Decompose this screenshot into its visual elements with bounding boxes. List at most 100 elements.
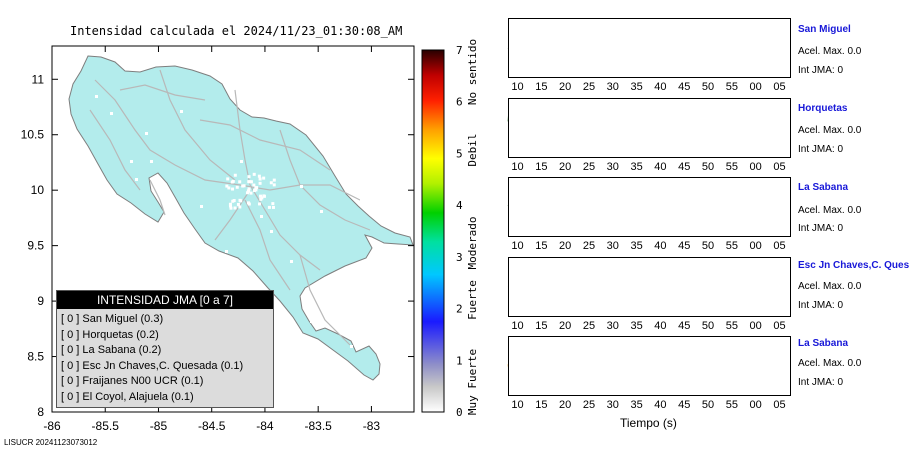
time-tick-label: 05: [773, 399, 785, 411]
colorbar-labels: No sentido Debil Moderado Fuerte Muy Fuerte: [466, 39, 479, 415]
road: [199, 119, 331, 171]
waveform-panel-1: [508, 18, 791, 78]
city-marker: [226, 177, 230, 181]
city-marker: [228, 204, 232, 208]
city-marker: [290, 260, 293, 263]
time-tick-label: 30: [607, 320, 619, 332]
time-tick-label: 20: [559, 320, 571, 332]
map-x-tick-label: -85.5: [92, 419, 120, 433]
time-tick-label: 20: [559, 399, 571, 411]
city-marker: [95, 95, 98, 98]
time-tick-label: 35: [630, 81, 642, 93]
map-y-tick-label: 10.5: [21, 128, 45, 142]
city-marker: [247, 187, 251, 191]
waveform-panel-4: [508, 257, 791, 317]
time-tick-label: 35: [630, 399, 642, 411]
road: [159, 69, 236, 181]
city-marker: [262, 194, 266, 198]
city-marker: [269, 181, 273, 185]
time-tick-label: 25: [583, 240, 595, 252]
city-marker: [246, 189, 250, 193]
city-marker: [330, 300, 333, 303]
time-tick-label: 55: [726, 399, 738, 411]
time-tick-label: 25: [583, 320, 595, 332]
costa-rica-landmass: [68, 55, 414, 381]
city-marker: [247, 202, 251, 206]
city-marker: [248, 180, 252, 184]
time-tick-label: 25: [583, 399, 595, 411]
city-marker: [260, 196, 264, 200]
colorbar-tick-label: 7: [456, 44, 463, 57]
city-marker: [145, 132, 148, 135]
legend-item: [ 0 ] Esc Jn Chaves,C. Quesada (0.1): [61, 359, 244, 372]
colorbar-tick-label: 5: [456, 147, 463, 160]
city-marker: [236, 202, 240, 206]
station-accel-2: Acel. Max. 0.0: [798, 125, 862, 136]
time-tick-label: 55: [726, 81, 738, 93]
station-name-1: San Miguel: [798, 24, 851, 35]
map-y-tick-label: 8: [37, 405, 44, 419]
time-tick-label: 20: [559, 240, 571, 252]
time-tick-label: 10: [511, 81, 523, 93]
map-y-axis: 11 10.5 10 9.5 9 8.5 8: [21, 72, 414, 419]
map-x-tick-label: -83: [363, 419, 381, 433]
time-tick-label: 50: [702, 399, 714, 411]
city-marker: [225, 184, 229, 188]
city-marker: [254, 188, 258, 192]
colorbar-tick-label: 2: [456, 303, 463, 316]
road: [214, 189, 251, 241]
city-marker: [260, 215, 263, 218]
time-axis-title: Tiempo (s): [620, 416, 677, 430]
map-title: Intensidad calculada el 2024/11/23_01:30…: [70, 24, 403, 38]
legend-item: [ 0 ] Horquetas (0.2): [61, 328, 159, 341]
waveform-panel-2: [508, 98, 791, 158]
city-marker: [228, 202, 232, 206]
legend-title: INTENSIDAD JMA [0 a 7]: [57, 291, 273, 309]
map-x-axis: -86 -85.5 -85 -84.5 -84 -83.5 -83: [43, 46, 380, 433]
road: [234, 89, 251, 186]
station-name-2: Horquetas: [798, 103, 848, 114]
city-marker: [310, 320, 313, 323]
city-marker: [252, 183, 256, 187]
city-marker: [350, 345, 353, 348]
city-marker: [262, 176, 266, 180]
city-marker: [258, 177, 262, 181]
station-name-3: La Sabana: [798, 182, 849, 193]
time-tick-label: 35: [630, 320, 642, 332]
city-marker: [233, 206, 237, 210]
colorbar-ticks: 7 6 5 4 3 2 1 0: [456, 44, 463, 419]
legend-item: [ 0 ] San Miguel (0.3): [61, 313, 164, 325]
city-marker: [271, 205, 275, 209]
city-marker: [245, 191, 249, 195]
city-marker: [267, 205, 271, 209]
time-tick-label: 40: [654, 161, 666, 173]
colorbar-intensity-label: Debil: [466, 133, 479, 166]
city-marker: [233, 173, 237, 177]
colorbar-gradient: [421, 49, 445, 413]
legend-list: [ 0 ] San Miguel (0.3) [ 0 ] Horquetas (…: [57, 309, 273, 406]
intensity-colorbar: 7 6 5 4 3 2 1 0 No sentido Debil Moderado Fuerte Mu…: [421, 39, 479, 419]
city-marker: [130, 160, 133, 163]
city-marker: [110, 112, 113, 115]
city-marker: [272, 178, 276, 182]
time-tick-label: 05: [773, 320, 785, 332]
city-marker: [250, 280, 253, 283]
road: [89, 109, 141, 191]
colorbar-tick-label: 0: [456, 406, 463, 419]
waveform-panel-5: [508, 336, 791, 396]
map-y-tick-label: 9.5: [27, 239, 44, 253]
station-jma-4: Int JMA: 0: [798, 300, 844, 311]
time-tick-label: 20: [559, 161, 571, 173]
city-marker: [200, 205, 203, 208]
time-tick-label: 20: [559, 81, 571, 93]
station-jma-2: Int JMA: 0: [798, 144, 844, 155]
city-marker: [259, 194, 263, 198]
waveform-panel-3: [508, 177, 791, 237]
map-y-tick-label: 11: [32, 72, 45, 86]
time-tick-label: 15: [535, 81, 547, 93]
time-tick-label: 35: [630, 240, 642, 252]
time-tick-label: 15: [535, 320, 547, 332]
colorbar-tick-label: 4: [456, 199, 463, 212]
map-x-tick-label: -83.5: [304, 419, 332, 433]
station-accel-5: Acel. Max. 0.0: [798, 358, 862, 369]
